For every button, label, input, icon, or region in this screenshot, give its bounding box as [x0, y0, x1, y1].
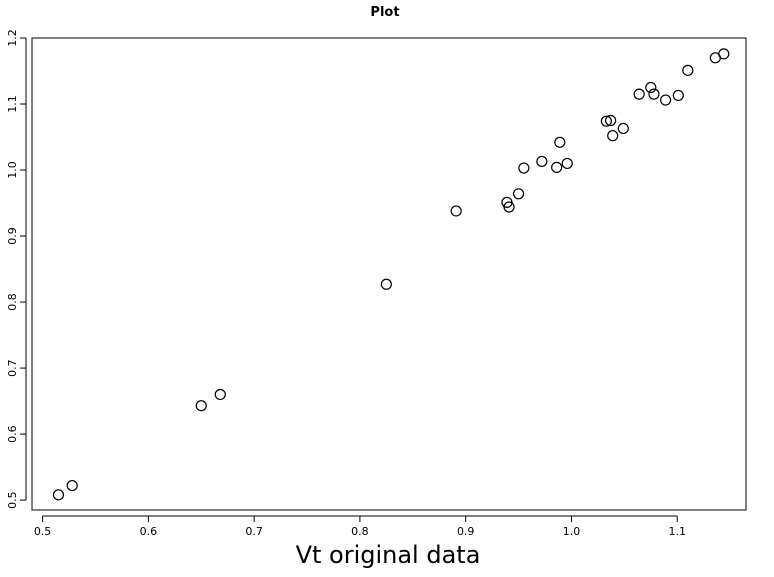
y-tick-label: 1.1	[6, 95, 19, 113]
x-tick-label: 1.0	[563, 525, 581, 538]
data-point	[600, 115, 612, 127]
y-tick-label: 0.7	[6, 359, 19, 377]
data-point	[195, 400, 207, 412]
y-tick-label: 0.8	[6, 293, 19, 311]
data-point	[645, 81, 657, 94]
x-axis: 0.5 0.6 0.7 0.8 0.9 1.0 1.1	[34, 515, 686, 538]
data-point	[682, 64, 694, 76]
x-tick-label: 0.5	[34, 525, 52, 538]
x-tick-label: 1.1	[668, 525, 686, 538]
y-axis: 0.5 0.6 0.7 0.8 0.9 1.0 1.1 1.2	[6, 29, 27, 509]
data-point	[450, 205, 462, 217]
data-point	[536, 155, 548, 168]
data-point	[561, 157, 573, 170]
data-point	[617, 122, 629, 135]
data-point	[66, 479, 78, 492]
x-tick-label: 0.7	[245, 525, 263, 538]
x-axis-label: Vt original data	[296, 541, 481, 569]
x-tick-label: 0.9	[457, 525, 475, 538]
chart-title: Plot	[370, 5, 399, 20]
data-point	[648, 88, 660, 100]
plot-area	[31, 37, 747, 511]
data-point	[633, 88, 645, 100]
data-point	[214, 388, 226, 401]
data-point	[672, 89, 684, 102]
data-point	[605, 114, 617, 127]
data-point	[660, 94, 672, 106]
y-tick-label: 1.0	[6, 161, 19, 179]
y-tick-label: 0.5	[6, 491, 19, 509]
data-point	[607, 130, 619, 142]
data-point	[554, 136, 566, 148]
data-point	[380, 278, 392, 290]
x-tick-label: 0.8	[351, 525, 369, 538]
data-point	[512, 188, 525, 200]
data-point	[718, 48, 730, 60]
data-point	[52, 489, 65, 501]
data-point	[551, 161, 563, 173]
y-tick-label: 0.6	[6, 425, 19, 443]
y-tick-label: 0.9	[6, 227, 19, 245]
x-tick-label: 0.6	[140, 525, 158, 538]
data-points	[52, 48, 730, 501]
data-point	[518, 162, 530, 174]
data-point	[503, 201, 515, 213]
y-tick-label: 1.2	[6, 29, 19, 47]
